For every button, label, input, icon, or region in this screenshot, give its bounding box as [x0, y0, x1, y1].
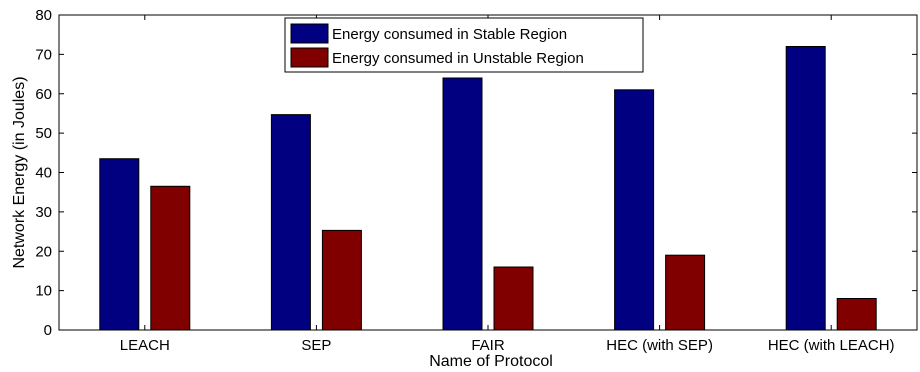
legend-label-unstable: Energy consumed in Unstable Region — [332, 50, 584, 67]
x-axis-label: Name of Protocol — [429, 353, 553, 370]
x-axis: LEACH SEP FAIR HEC (with SEP) HEC (with LEAC… — [120, 15, 895, 354]
legend: Energy consumed in Stable Region Energy … — [284, 17, 644, 73]
bar-stable-0 — [99, 158, 140, 331]
bar-stable-2 — [442, 77, 483, 331]
bars-group — [99, 46, 877, 331]
y-tick-label: 60 — [35, 86, 52, 103]
legend-label-stable: Energy consumed in Stable Region — [332, 26, 567, 43]
y-tick-label: 50 — [35, 125, 52, 142]
bar-stable-4 — [785, 46, 826, 331]
y-tick-label: 10 — [35, 283, 52, 300]
bar-unstable-4 — [836, 298, 877, 331]
y-tick-label: 70 — [35, 46, 52, 63]
y-tick-label: 40 — [35, 165, 52, 182]
bar-unstable-3 — [665, 254, 706, 331]
legend-swatch-unstable — [290, 47, 329, 68]
x-tick-label: FAIR — [471, 337, 505, 354]
legend-box — [284, 17, 644, 73]
y-tick-label: 20 — [35, 243, 52, 260]
legend-swatch-stable — [290, 23, 329, 44]
y-tick-label: 0 — [44, 322, 52, 339]
x-tick-label: HEC (with LEACH) — [768, 337, 895, 354]
y-axis: 0 10 20 30 40 50 60 70 80 — [35, 7, 917, 339]
y-tick-label: 80 — [35, 7, 52, 24]
x-tick-label: SEP — [301, 337, 331, 354]
x-tick-label: LEACH — [120, 337, 170, 354]
y-tick-label: 30 — [35, 204, 52, 221]
bar-unstable-2 — [493, 266, 534, 331]
bar-unstable-1 — [321, 229, 362, 331]
bar-unstable-0 — [150, 185, 191, 331]
bar-stable-1 — [270, 114, 311, 331]
bar-stable-3 — [614, 89, 655, 331]
y-axis-label: Network Energy (in Joules) — [11, 76, 28, 268]
x-tick-label: HEC (with SEP) — [606, 337, 713, 354]
